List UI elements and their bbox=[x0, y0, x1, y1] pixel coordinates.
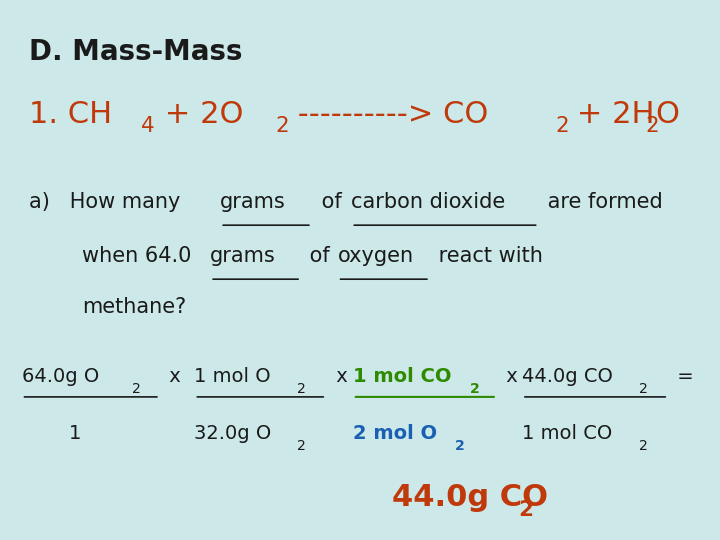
Text: 64.0g O: 64.0g O bbox=[22, 367, 99, 386]
Text: when 64.0: when 64.0 bbox=[82, 246, 198, 266]
Text: 1 mol CO: 1 mol CO bbox=[522, 424, 612, 443]
Text: are formed: are formed bbox=[541, 192, 662, 212]
Text: 2: 2 bbox=[297, 439, 305, 453]
Text: 2: 2 bbox=[639, 439, 648, 453]
Text: 2: 2 bbox=[455, 439, 465, 453]
Text: 44.0g CO: 44.0g CO bbox=[392, 483, 549, 512]
Text: a)   How many: a) How many bbox=[29, 192, 186, 212]
Text: 2: 2 bbox=[132, 382, 140, 396]
Text: 44.0g CO: 44.0g CO bbox=[522, 367, 613, 386]
Text: 2: 2 bbox=[275, 116, 289, 136]
Text: 2: 2 bbox=[645, 116, 659, 136]
Text: methane?: methane? bbox=[82, 297, 186, 317]
Text: oxygen: oxygen bbox=[338, 246, 414, 266]
Text: + 2O: + 2O bbox=[155, 100, 243, 129]
Text: 2: 2 bbox=[555, 116, 569, 136]
Text: grams: grams bbox=[220, 192, 286, 212]
Text: 2: 2 bbox=[297, 382, 305, 396]
Text: ----------> CO: ----------> CO bbox=[288, 100, 488, 129]
Text: 2: 2 bbox=[518, 500, 534, 519]
Text: 2: 2 bbox=[639, 382, 648, 396]
Text: x: x bbox=[500, 367, 524, 386]
Text: grams: grams bbox=[210, 246, 276, 266]
Text: O: O bbox=[655, 100, 679, 129]
Text: 4: 4 bbox=[141, 116, 155, 136]
Text: 2: 2 bbox=[469, 382, 480, 396]
Text: x: x bbox=[330, 367, 354, 386]
Text: 2 mol O: 2 mol O bbox=[353, 424, 437, 443]
Text: 1 mol O: 1 mol O bbox=[194, 367, 271, 386]
Text: of: of bbox=[315, 192, 348, 212]
Text: 32.0g O: 32.0g O bbox=[194, 424, 271, 443]
Text: 1 mol CO: 1 mol CO bbox=[353, 367, 451, 386]
Text: x: x bbox=[163, 367, 187, 386]
Text: 1: 1 bbox=[68, 424, 81, 443]
Text: react with: react with bbox=[432, 246, 543, 266]
Text: carbon dioxide: carbon dioxide bbox=[351, 192, 505, 212]
Text: D. Mass-Mass: D. Mass-Mass bbox=[29, 38, 243, 66]
Text: + 2H: + 2H bbox=[567, 100, 654, 129]
Text: =: = bbox=[671, 367, 694, 386]
Text: of: of bbox=[303, 246, 336, 266]
Text: 1. CH: 1. CH bbox=[29, 100, 112, 129]
